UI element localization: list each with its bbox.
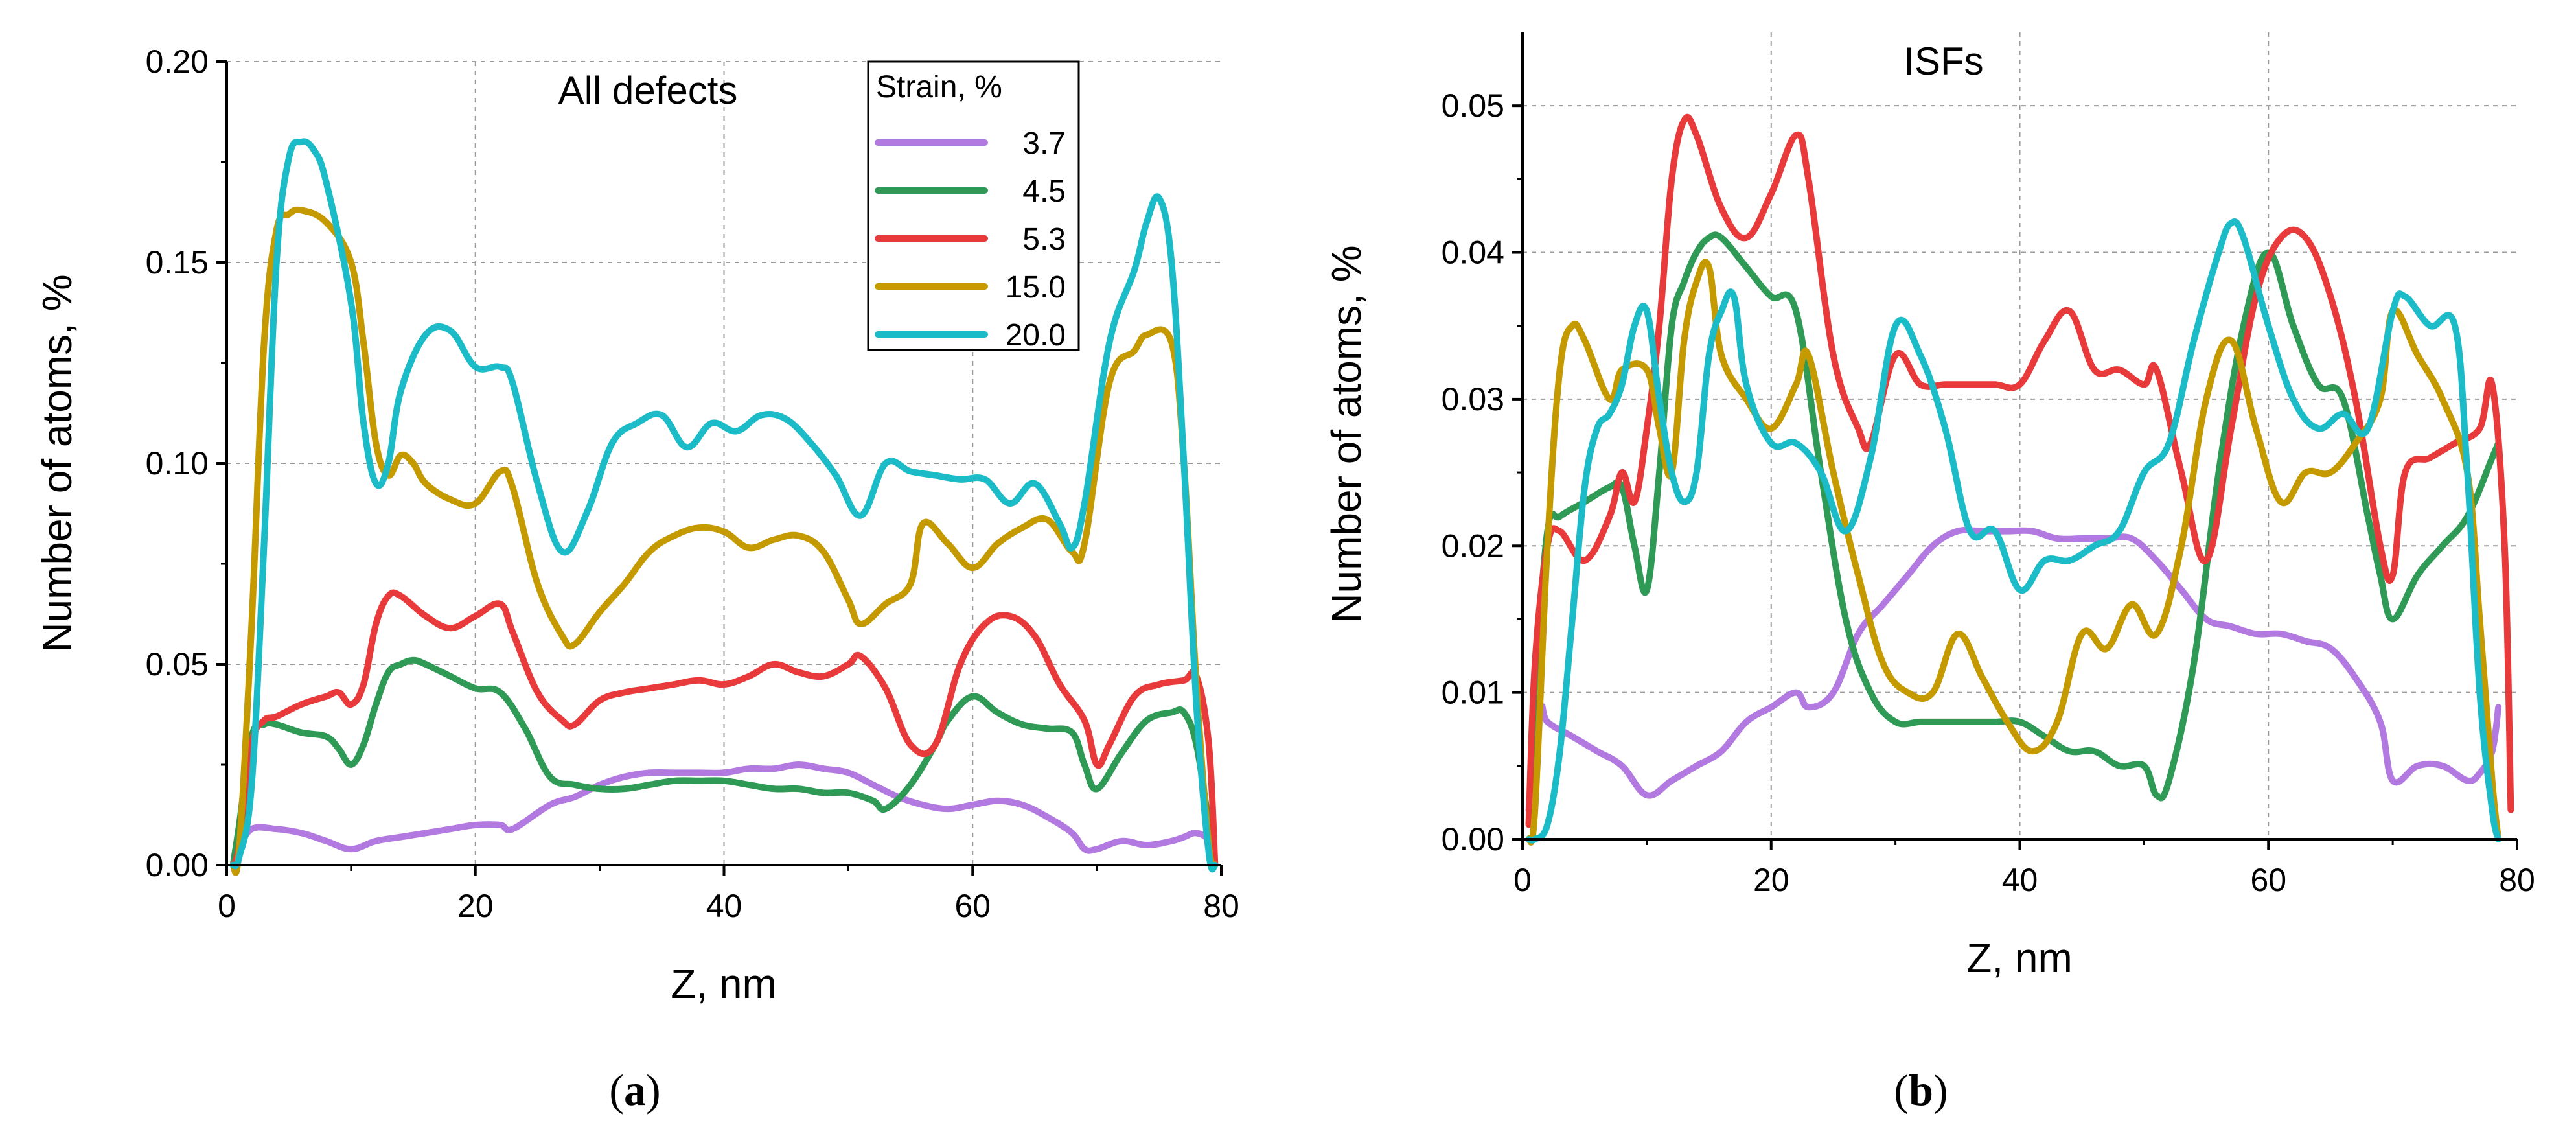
panel-b-y-tick-label: 0.02 [1442, 528, 1504, 564]
panel-b-y-tick-label: 0.00 [1442, 821, 1504, 857]
panel-a-y-tick-label: 0.20 [146, 43, 209, 80]
panel-b-y-tick-label: 0.05 [1442, 87, 1504, 124]
panel-a-x-tick-label: 20 [457, 888, 494, 924]
legend-label-4-5: 4.5 [1022, 174, 1066, 209]
panel-a-y-tick-label: 0.10 [146, 445, 209, 482]
panel-a: 0 20 40 60 80 0.00 0.05 0.10 0.15 0.20 All defect… [34, 43, 1239, 1007]
panel-a-series-line-20-0 [229, 138, 1219, 873]
panel-b-series [1525, 113, 2514, 846]
panel-a-x-tick-label: 0 [218, 888, 236, 924]
panel-a-y-tick-label: 0.00 [146, 847, 209, 883]
panel-b-x-tick-label: 60 [2250, 862, 2286, 898]
panel-b-x-tick-label: 80 [2499, 862, 2535, 898]
panel-a-x-tick-label: 60 [954, 888, 991, 924]
legend: Strain, % 3.7 4.5 5.3 15.0 20.0 [867, 60, 1080, 353]
panel-b-ticks: 0 20 40 60 80 0.00 0.01 0.02 0.03 0.04 0.05 [1442, 87, 2535, 898]
panel-b-x-tick-label: 40 [2002, 862, 2038, 898]
legend-entries: 3.7 4.5 5.3 15.0 20.0 [875, 126, 1066, 353]
panel-b-y-tick-label: 0.04 [1442, 235, 1504, 271]
panel-b-series-line-20-0 [1525, 218, 2502, 844]
panel-b-series-line-5-3 [1525, 113, 2514, 828]
panel-a-series-line-3-7 [229, 761, 1219, 868]
panel-a-y-tick-label: 0.05 [146, 646, 209, 682]
panel-b: 0 20 40 60 80 0.00 0.01 0.02 0.03 0.04 0.05 ISFs Z… [1323, 32, 2535, 981]
caption-b: (b) [1894, 1065, 1948, 1115]
panel-b-x-tick-label: 20 [1753, 862, 1789, 898]
legend-label-20-0: 20.0 [1006, 318, 1066, 353]
panel-b-series-line-4-5 [1525, 231, 2502, 828]
panel-b-y-tick-label: 0.01 [1442, 675, 1504, 711]
panel-a-series [229, 138, 1219, 876]
panel-a-x-axis-label: Z, nm [671, 960, 777, 1007]
panel-a-y-tick-label: 0.15 [146, 244, 209, 281]
legend-label-5-3: 5.3 [1022, 222, 1066, 257]
panel-b-y-axis-label: Number of atoms, % [1323, 245, 1370, 623]
panel-a-x-tick-label: 40 [706, 888, 742, 924]
panel-b-grid [1523, 32, 2517, 839]
panel-b-y-tick-label: 0.03 [1442, 381, 1504, 417]
panel-b-title: ISFs [1903, 40, 1983, 83]
panel-a-ticks: 0 20 40 60 80 0.00 0.05 0.10 0.15 0.20 [146, 43, 1239, 924]
caption-b-letter: b [1909, 1065, 1933, 1115]
panel-a-y-axis-label: Number of atoms, % [34, 274, 80, 652]
panel-a-series-line-15-0 [229, 206, 1219, 876]
panel-a-title: All defects [558, 69, 738, 112]
panel-a-series-line-4-5 [229, 656, 1219, 868]
panel-a-series-line-5-3 [229, 589, 1219, 868]
panel-b-x-tick-label: 0 [1513, 862, 1532, 898]
legend-label-15-0: 15.0 [1006, 270, 1066, 305]
panel-b-x-axis-label: Z, nm [1966, 935, 2073, 981]
caption-a: (a) [609, 1065, 660, 1115]
legend-title: Strain, % [876, 70, 1002, 104]
legend-box [867, 60, 1080, 351]
panel-b-series-line-3-7 [1525, 526, 2502, 813]
legend-label-3-7: 3.7 [1022, 126, 1066, 161]
panel-a-x-tick-label: 80 [1203, 888, 1239, 924]
caption-a-letter: a [624, 1065, 646, 1115]
